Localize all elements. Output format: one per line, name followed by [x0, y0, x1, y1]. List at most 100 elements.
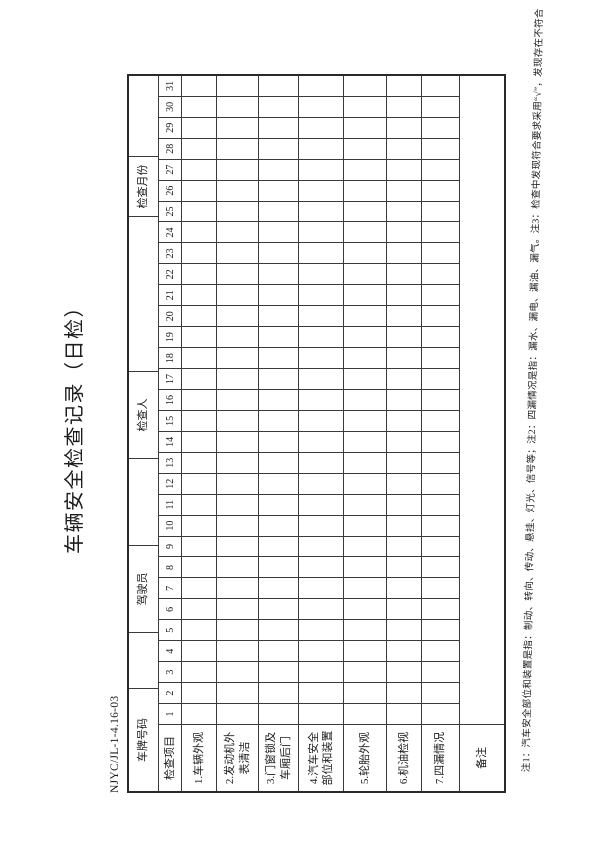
- day-cell: [182, 598, 216, 620]
- remarks-row: 备注: [460, 76, 504, 791]
- day-cell: [182, 493, 216, 515]
- day-cell: [299, 263, 343, 285]
- day-cell: [259, 326, 298, 348]
- day-cell: [387, 661, 421, 683]
- day-header-1: 1: [159, 703, 181, 724]
- day-cell: [344, 158, 386, 180]
- day-cell: [217, 598, 258, 620]
- day-cell: [182, 116, 216, 138]
- day-header-27: 27: [159, 158, 181, 180]
- day-cell: [299, 703, 343, 724]
- day-cell: [259, 451, 298, 473]
- day-cell: [217, 116, 258, 138]
- item-label: 6.机油检视: [387, 724, 421, 791]
- driver-blank: [129, 458, 158, 545]
- day-cell: [259, 263, 298, 285]
- day-cell: [422, 430, 459, 452]
- day-cell: [387, 703, 421, 724]
- day-header-3: 3: [159, 661, 181, 683]
- day-cell: [259, 221, 298, 243]
- day-cell: [182, 179, 216, 201]
- item-label: 3.门窗锁及车厢后门: [259, 724, 298, 791]
- day-cell: [344, 640, 386, 662]
- day-cell: [387, 389, 421, 410]
- day-cell: [182, 514, 216, 536]
- day-cell: [299, 577, 343, 599]
- day-cell: [344, 305, 386, 327]
- day-cell: [217, 640, 258, 662]
- day-cell: [217, 703, 258, 724]
- day-cell: [259, 682, 298, 704]
- day-cell: [182, 430, 216, 452]
- day-cell: [344, 598, 386, 620]
- plate-number-label: 车牌号码: [129, 688, 158, 791]
- day-cell: [299, 556, 343, 578]
- day-cell: [182, 556, 216, 578]
- day-header-14: 14: [159, 430, 181, 452]
- day-cell: [259, 514, 298, 536]
- day-header-6: 6: [159, 598, 181, 620]
- day-cell: [344, 368, 386, 389]
- item-row: 3.门窗锁及车厢后门: [259, 76, 299, 791]
- day-cell: [182, 76, 216, 96]
- day-cell: [217, 493, 258, 515]
- day-cell: [344, 200, 386, 222]
- days-header-row: 检查项目 1 2 3 4 5 6 7 8 9 10 11 12 13 14 15 16 17 18 19 20 21 22…: [159, 76, 182, 791]
- day-cell: [259, 430, 298, 452]
- inspector-label: 检查人: [129, 371, 158, 458]
- day-header-12: 12: [159, 472, 181, 494]
- items-header-cell: 检查项目: [159, 724, 181, 791]
- day-cell: [422, 263, 459, 285]
- month-label: 检查月份: [129, 156, 158, 216]
- day-cell: [344, 472, 386, 494]
- day-cell: [182, 640, 216, 662]
- day-cell: [387, 368, 421, 389]
- day-cell: [344, 95, 386, 117]
- item-row: 1.车辆外观: [182, 76, 217, 791]
- day-cell: [422, 221, 459, 243]
- day-cell: [344, 451, 386, 473]
- day-cell: [217, 347, 258, 369]
- day-cell: [299, 368, 343, 389]
- day-header-7: 7: [159, 577, 181, 599]
- day-cell: [182, 284, 216, 306]
- day-cell: [299, 514, 343, 536]
- day-cell: [422, 158, 459, 180]
- day-cell: [259, 409, 298, 431]
- day-header-11: 11: [159, 493, 181, 515]
- day-cell: [182, 389, 216, 410]
- day-cell: [299, 221, 343, 243]
- day-header-30: 30: [159, 95, 181, 117]
- day-cell: [344, 430, 386, 452]
- day-cell: [422, 137, 459, 159]
- day-cell: [259, 598, 298, 620]
- day-cell: [299, 598, 343, 620]
- day-cell: [259, 95, 298, 117]
- day-cell: [422, 472, 459, 494]
- day-cell: [422, 703, 459, 724]
- day-cell: [259, 242, 298, 264]
- day-cell: [299, 305, 343, 327]
- day-cell: [387, 158, 421, 180]
- day-cell: [299, 661, 343, 683]
- day-cell: [387, 242, 421, 264]
- day-cell: [387, 640, 421, 662]
- day-cell: [217, 179, 258, 201]
- day-cell: [217, 661, 258, 683]
- day-cell: [259, 640, 298, 662]
- day-cell: [299, 493, 343, 515]
- day-cell: [387, 305, 421, 327]
- day-cell: [387, 326, 421, 348]
- day-cell: [217, 556, 258, 578]
- day-cell: [422, 76, 459, 96]
- day-cell: [344, 682, 386, 704]
- day-cell: [344, 514, 386, 536]
- day-header-29: 29: [159, 116, 181, 138]
- inspection-table: 车牌号码 驾驶员 检查人 检查月份 检查项目 1 2 3 4 5 6 7 8 9 10 11 12 13…: [127, 74, 506, 793]
- item-row: 4.汽车安全部位和装置: [299, 76, 344, 791]
- form-title: 车辆安全检查记录（日检）: [64, 296, 86, 554]
- day-cell: [259, 200, 298, 222]
- day-cell: [422, 116, 459, 138]
